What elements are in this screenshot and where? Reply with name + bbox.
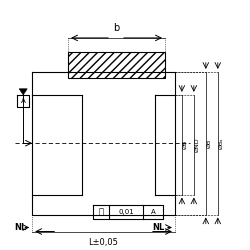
Text: NL: NL bbox=[152, 223, 164, 232]
Text: A: A bbox=[21, 98, 25, 104]
Text: Ødₐ: Ødₐ bbox=[219, 138, 224, 149]
Text: A: A bbox=[150, 208, 155, 214]
Text: b: b bbox=[113, 23, 119, 33]
Text: L±0,05: L±0,05 bbox=[88, 238, 118, 248]
Text: NL: NL bbox=[14, 223, 26, 232]
Polygon shape bbox=[19, 89, 27, 95]
Text: ⟁: ⟁ bbox=[98, 208, 103, 216]
Text: ØB: ØB bbox=[183, 140, 188, 149]
Text: ØND: ØND bbox=[195, 138, 200, 152]
Text: Ød: Ød bbox=[207, 139, 212, 148]
Polygon shape bbox=[68, 52, 165, 78]
Text: 0,01: 0,01 bbox=[118, 208, 134, 214]
